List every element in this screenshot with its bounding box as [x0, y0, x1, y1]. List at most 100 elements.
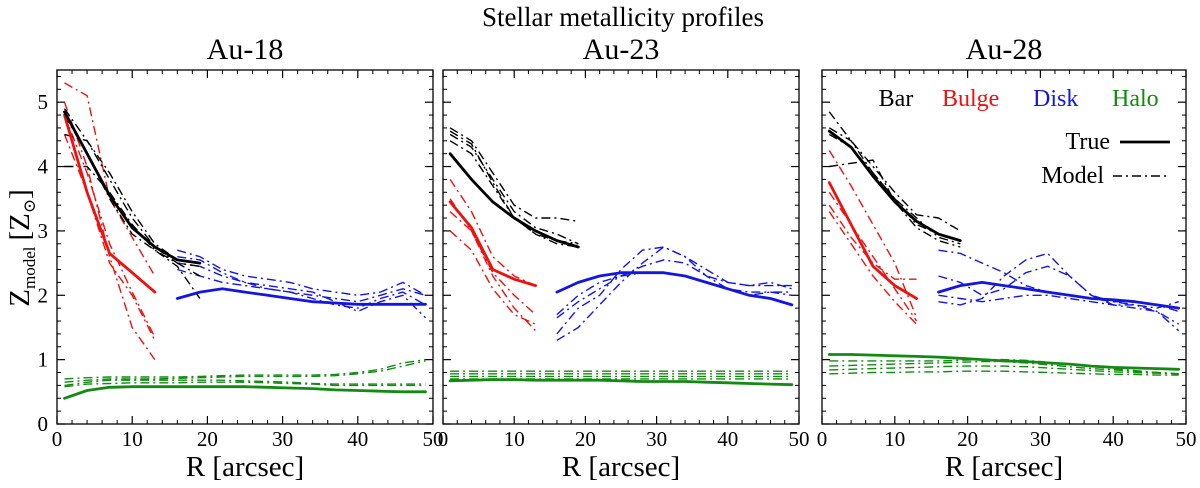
model-line-bulge-3 [828, 191, 918, 322]
model-line-bar-1 [828, 111, 961, 232]
panel-frame [442, 69, 800, 425]
legend-bulge: Bulge [942, 86, 999, 112]
model-line-bar-4 [828, 133, 961, 245]
x-tick-label: 20 [197, 427, 218, 451]
x-tick-label: 0 [52, 427, 63, 451]
panel-au-18: Au-18 0 10 20 30 40 50 0 1 2 3 4 5 R [arcsec] [38, 33, 444, 483]
model-line-bulge-4 [828, 211, 918, 325]
y-tick-label: 2 [38, 283, 49, 307]
x-tick-label: 40 [347, 427, 368, 451]
model-line-disk-1 [556, 246, 792, 335]
model-line-bulge-3 [449, 230, 536, 325]
panel-title: Au-18 [207, 33, 284, 66]
y-axis-label-sub: model [20, 246, 39, 289]
model-line-bulge-1 [64, 82, 156, 277]
model-line-bulge-2 [449, 211, 537, 332]
y-tick-label: 0 [38, 412, 49, 436]
true-line-disk [937, 280, 1181, 310]
model-line-halo-1 [64, 358, 426, 380]
panel-frame [56, 69, 434, 425]
true-line-halo [448, 378, 794, 387]
x-tick-label: 10 [884, 427, 905, 451]
model-line-disk-2 [177, 249, 426, 296]
model-line-bar-2 [449, 133, 579, 245]
panel-frame [821, 69, 1187, 425]
model-line-bulge-3 [63, 134, 156, 341]
y-axis-label-unit-open: [Z [4, 213, 36, 240]
true-line-halo [63, 385, 427, 400]
model-line-bulge-2 [828, 204, 917, 280]
x-tick-label: 40 [717, 427, 738, 451]
model-line-bar-2 [64, 133, 200, 267]
x-tick-label: 0 [817, 427, 828, 451]
x-tick-label: 20 [957, 427, 978, 451]
true-line-disk [175, 287, 427, 306]
model-line-halo-4 [64, 381, 426, 388]
figure-title: Stellar metallicity profiles [482, 2, 764, 32]
model-line-bulge-2 [63, 101, 156, 361]
x-tick-label: 0 [438, 427, 449, 451]
model-line-bulge-4 [63, 114, 156, 338]
legend-disk: Disk [1033, 86, 1078, 112]
y-axis-label-unit-symbol: ⊙ [20, 199, 39, 213]
true-line-disk [555, 271, 794, 307]
model-line-disk-4 [177, 262, 426, 319]
x-tick-label: 20 [575, 427, 596, 451]
x-tick-label: 10 [504, 427, 525, 451]
x-tick-label: 50 [423, 427, 444, 451]
legend-bar: Bar [879, 86, 914, 112]
true-line-bar [827, 129, 962, 243]
true-line-bulge [448, 200, 537, 288]
true-line-bulge [63, 113, 157, 294]
panel-au-23: Au-23 0 10 20 30 40 50 R [arcsec] [438, 33, 810, 483]
model-line-bar-1 [449, 127, 579, 222]
legend-model-label: Model [1041, 163, 1104, 189]
panel-au-28: Au-28 0 10 20 30 40 50 R [arcsec] [817, 33, 1197, 483]
y-tick-label: 4 [38, 155, 49, 179]
panel-title: Au-28 [966, 33, 1043, 66]
x-axis-label: R [arcsec] [945, 451, 1063, 483]
true-line-bulge [827, 181, 918, 300]
x-tick-label: 30 [272, 427, 293, 451]
y-axis-label: Zmodel [Z⊙] [4, 189, 39, 307]
x-tick-label: 40 [1103, 427, 1124, 451]
model-line-bar-3 [829, 159, 961, 248]
true-line-bar [63, 110, 202, 265]
y-tick-label: 3 [38, 219, 49, 243]
model-line-disk-4 [938, 294, 1180, 332]
model-line-disk-3 [556, 259, 792, 319]
model-line-halo-4 [829, 370, 1179, 376]
model-line-disk-3 [177, 268, 426, 309]
model-line-bulge-1 [449, 179, 536, 287]
x-axis-label: R [arcsec] [186, 451, 304, 483]
model-line-halo-3 [64, 379, 426, 387]
x-tick-label: 10 [122, 427, 143, 451]
model-line-disk-1 [177, 256, 426, 303]
model-line-bar-4 [449, 130, 579, 248]
true-line-bar [448, 152, 580, 249]
model-line-bar-4 [63, 114, 201, 277]
model-line-disk-1 [938, 249, 1179, 309]
model-line-disk-4 [556, 272, 793, 316]
y-axis-label-main: Z [4, 289, 36, 307]
legend-halo: Halo [1112, 86, 1159, 112]
x-tick-label: 30 [646, 427, 667, 451]
model-line-disk-2 [938, 265, 1180, 325]
y-axis-label-unit-close: ] [4, 189, 36, 199]
y-tick-label: 5 [38, 90, 49, 114]
model-line-halo-3 [829, 365, 1179, 375]
x-axis-label: R [arcsec] [562, 451, 680, 483]
x-tick-label: 50 [789, 427, 810, 451]
model-line-halo-2 [64, 360, 426, 383]
x-tick-label: 50 [1176, 427, 1197, 451]
y-tick-label: 1 [38, 348, 49, 372]
model-line-bulge-1 [828, 150, 918, 319]
x-tick-label: 30 [1030, 427, 1051, 451]
legend-true-label: True [1066, 129, 1110, 155]
true-line-halo [827, 353, 1181, 371]
panel-title: Au-23 [583, 33, 660, 66]
model-line-bar-3 [64, 165, 201, 299]
